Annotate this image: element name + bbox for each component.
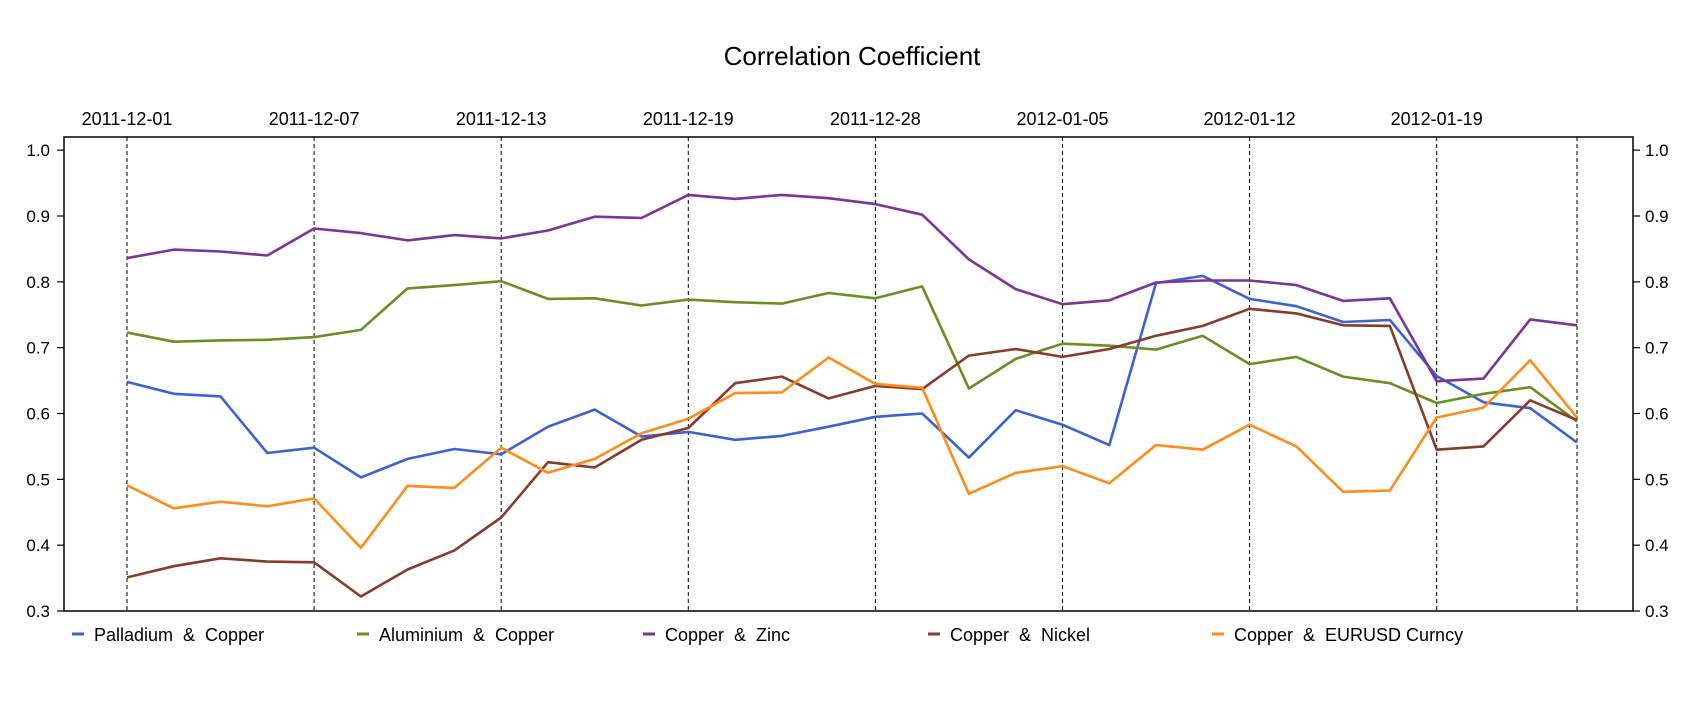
chart-title: Correlation Coefficient xyxy=(724,41,982,71)
series-line-3 xyxy=(126,193,1578,383)
series-line-2 xyxy=(126,279,1578,423)
y-tick-label-right: 0.9 xyxy=(1645,207,1669,226)
y-tick-label-left: 0.3 xyxy=(26,602,50,621)
y-tick-label-right: 0.4 xyxy=(1645,536,1669,555)
plot-area-frame xyxy=(63,136,1634,612)
series-lines xyxy=(126,193,1579,598)
y-tick-label-left: 0.9 xyxy=(26,207,50,226)
y-tick-label-left: 1.0 xyxy=(26,141,50,160)
x-tick-label: 2011-12-28 xyxy=(830,109,921,129)
y-axis-left: 0.3 0.4 0.5 0.6 0.7 0.8 0.9 1.0 xyxy=(26,141,64,621)
y-tick-label-right: 0.6 xyxy=(1645,405,1669,424)
x-tick-label: 2011-12-19 xyxy=(643,109,734,129)
legend-item: Copper & Zinc xyxy=(643,625,790,645)
x-tick-label: 2011-12-07 xyxy=(269,109,360,129)
x-tick-label: 2012-01-19 xyxy=(1391,109,1483,129)
legend-item: Aluminium & Copper xyxy=(357,625,554,645)
y-tick-label-left: 0.5 xyxy=(26,470,50,489)
x-tick-label: 2012-01-05 xyxy=(1016,109,1108,129)
legend-label: Copper & Nickel xyxy=(950,625,1090,645)
legend-label: Palladium & Copper xyxy=(94,625,264,645)
y-tick-label-left: 0.6 xyxy=(26,405,50,424)
gridlines xyxy=(126,137,1578,611)
y-axis-right: 0.3 0.4 0.5 0.6 0.7 0.8 0.9 1.0 xyxy=(1633,141,1669,621)
y-tick-label-right: 0.5 xyxy=(1645,470,1669,489)
y-tick-label-right: 0.3 xyxy=(1645,602,1669,621)
legend-label: Copper & Zinc xyxy=(665,625,790,645)
x-tick-label: 2011-12-13 xyxy=(456,109,547,129)
legend-label: Aluminium & Copper xyxy=(379,625,554,645)
y-tick-label-right: 0.8 xyxy=(1645,273,1669,292)
legend: Palladium & Copper Aluminium & Copper Copp… xyxy=(72,625,1463,645)
x-axis-top: 2011-12-01 2011-12-07 2011-12-13 2011-12-19… xyxy=(82,109,1483,129)
y-tick-label-left: 0.4 xyxy=(26,536,50,555)
y-tick-label-left: 0.7 xyxy=(26,339,50,358)
series-line-4 xyxy=(126,307,1578,598)
series-line-5 xyxy=(126,356,1579,550)
y-tick-label-right: 1.0 xyxy=(1645,141,1669,160)
x-tick-label: 2011-12-01 xyxy=(82,109,173,129)
legend-item: Copper & Nickel xyxy=(928,625,1090,645)
y-tick-label-right: 0.7 xyxy=(1645,339,1669,358)
series-line-1 xyxy=(126,274,1578,479)
y-tick-label-left: 0.8 xyxy=(26,273,50,292)
x-tick-label: 2012-01-12 xyxy=(1204,109,1296,129)
legend-item: Copper & EURUSD Curncy xyxy=(1212,625,1463,645)
legend-item: Palladium & Copper xyxy=(72,625,264,645)
legend-label: Copper & EURUSD Curncy xyxy=(1234,625,1463,645)
